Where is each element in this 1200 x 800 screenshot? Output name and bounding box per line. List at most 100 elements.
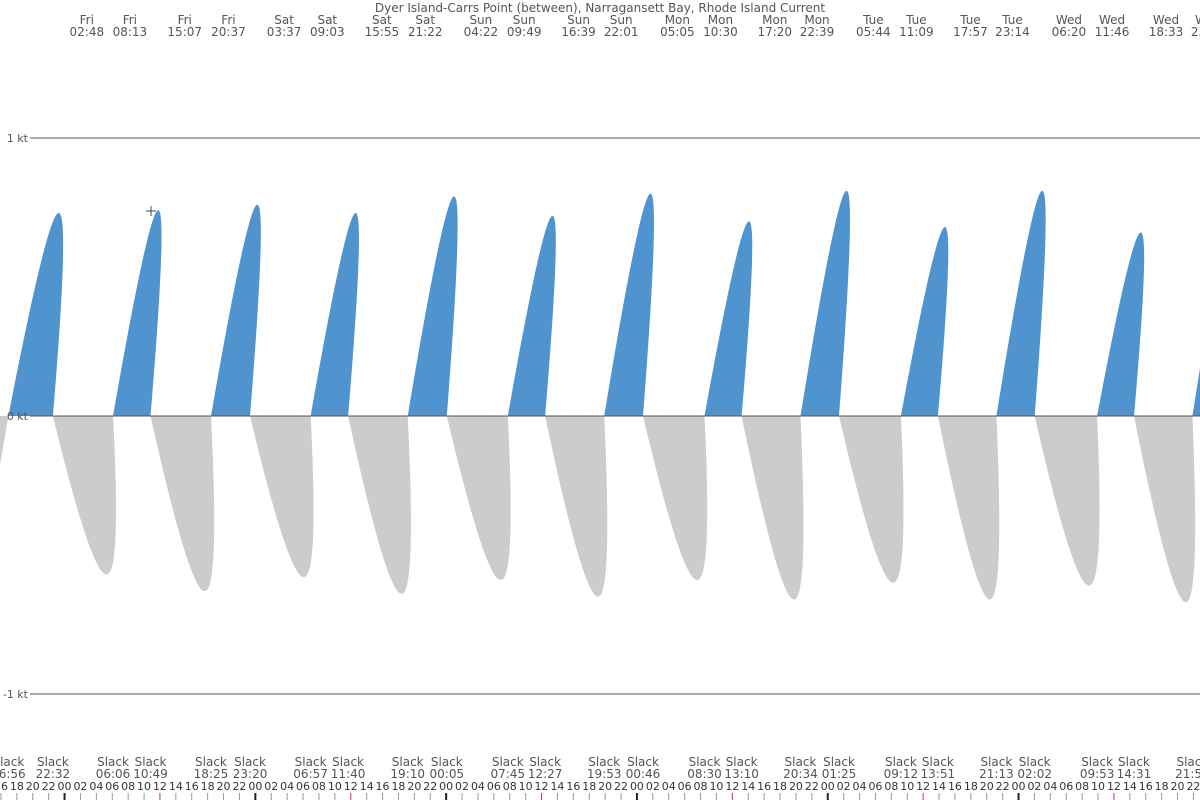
peak-day-label: Mon: [665, 13, 690, 27]
slack-time-label: 20:34: [783, 767, 818, 781]
hour-tick-label: 02: [1027, 780, 1041, 793]
hour-tick-label: 22: [42, 780, 56, 793]
hour-tick-label: 02: [837, 780, 851, 793]
peak-day-label: Wed: [1195, 13, 1200, 27]
slack-word-label: Slack: [295, 755, 327, 769]
ebb-current-lobe: [446, 416, 511, 580]
peak-day-label: Tue: [1001, 13, 1023, 27]
slack-word-label: Slack: [1081, 755, 1113, 769]
flood-current-lobe: [211, 204, 261, 416]
peak-time-label: 22:39: [800, 25, 835, 39]
slack-word-label: Slack: [97, 755, 129, 769]
slack-word-label: Slack: [529, 755, 561, 769]
hour-tick-label: 06: [868, 780, 882, 793]
hour-tick-label: 06: [678, 780, 692, 793]
ebb-current-lobe: [250, 416, 314, 578]
hour-tick-label: 16: [1139, 780, 1153, 793]
hour-tick-label: 12: [725, 780, 739, 793]
hour-tick-label: 16: [185, 780, 199, 793]
peak-day-label: Sun: [513, 13, 536, 27]
hour-tick-label: 04: [853, 780, 867, 793]
hour-tick-label: 00: [630, 780, 644, 793]
hour-tick-label: 08: [1075, 780, 1089, 793]
peak-day-label: Sun: [469, 13, 492, 27]
slack-word-label: Slack: [392, 755, 424, 769]
flood-current-lobe: [704, 221, 753, 416]
flood-current-lobe: [1192, 368, 1200, 416]
ebb-current-lobe: [839, 416, 904, 583]
hour-tick-label: 06: [1059, 780, 1073, 793]
slack-word-label: Slack: [885, 755, 917, 769]
slack-word-label: Slack: [1019, 755, 1051, 769]
ebb-current-lobe: [348, 416, 411, 594]
peak-time-label: 11:09: [899, 25, 934, 39]
ebb-current-lobe: [52, 416, 117, 575]
hour-tick-label: 18: [10, 780, 24, 793]
cursor-marker: [146, 206, 156, 216]
hour-tick-label: 12: [916, 780, 930, 793]
peak-time-label: 03:37: [267, 25, 302, 39]
peak-day-label: Tue: [905, 13, 927, 27]
hour-tick-label: 22: [232, 780, 246, 793]
slack-time-label: 16:56: [0, 767, 26, 781]
slack-word-label: Slack: [195, 755, 227, 769]
peak-day-label: Sat: [372, 13, 392, 27]
peak-day-label: Sun: [610, 13, 633, 27]
hour-tick-label: 12: [153, 780, 167, 793]
peak-time-label: 09:03: [310, 25, 345, 39]
peak-day-label: Mon: [804, 13, 829, 27]
slack-time-label: 09:12: [884, 767, 919, 781]
hour-tick-label: 14: [1123, 780, 1137, 793]
slack-word-label: Slack: [922, 755, 954, 769]
flood-current-lobe: [1097, 232, 1145, 416]
peak-day-label: Sat: [274, 13, 294, 27]
y-gridlines: 1 kt 0 kt -1 kt: [3, 132, 1200, 701]
hour-tick-label: 02: [264, 780, 278, 793]
hour-tick-label: 18: [391, 780, 405, 793]
hour-tick-label: 06: [105, 780, 119, 793]
peak-day-label: Mon: [708, 13, 733, 27]
slack-word-label: Slack: [135, 755, 167, 769]
hour-tick-label: 20: [1171, 780, 1185, 793]
flood-current-lobe: [900, 226, 949, 416]
peak-time-label: 08:13: [113, 25, 148, 39]
hour-tick-label: 16: [0, 780, 8, 793]
ebb-current-lobe: [0, 416, 9, 464]
slack-time-label: 07:45: [490, 767, 525, 781]
peak-day-label: Wed: [1153, 13, 1179, 27]
slack-time-label: 14:31: [1117, 767, 1152, 781]
peak-day-label: Fri: [178, 13, 192, 27]
hour-tick-label: 10: [1091, 780, 1105, 793]
hour-tick-label: 22: [423, 780, 437, 793]
slack-word-label: Slack: [823, 755, 855, 769]
hour-tick-label: 22: [996, 780, 1010, 793]
hour-tick-label: 06: [296, 780, 310, 793]
hour-tick-label: 06: [487, 780, 501, 793]
flood-current-lobe: [604, 193, 654, 416]
peak-time-label: 15:07: [167, 25, 202, 39]
peak-time-label: 22:01: [604, 25, 639, 39]
chart-title: Dyer Island-Carrs Point (between), Narra…: [375, 1, 826, 15]
ebb-current-lobe: [937, 416, 1000, 600]
flood-current-lobe: [113, 210, 162, 416]
hour-tick-label: 18: [201, 780, 215, 793]
slack-word-label: Slack: [431, 755, 463, 769]
y-tick-label: 1 kt: [7, 132, 29, 145]
hour-tick-label: 10: [900, 780, 914, 793]
